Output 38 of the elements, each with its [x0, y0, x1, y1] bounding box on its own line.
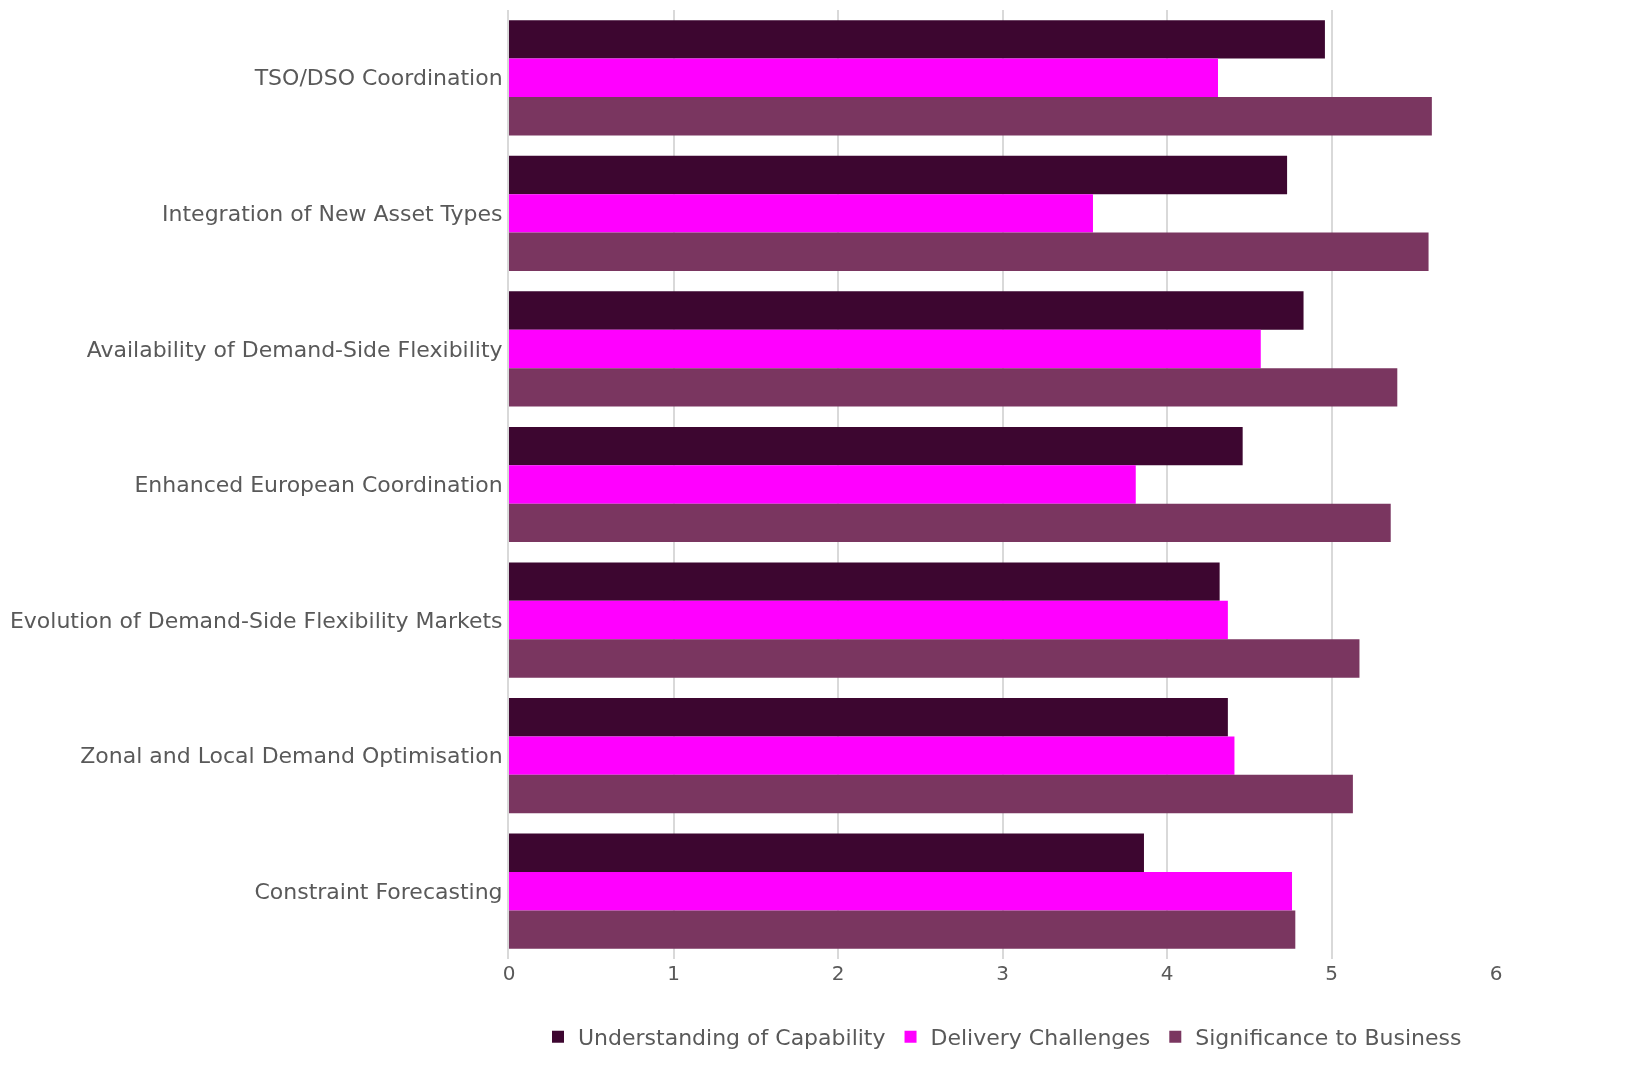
bar: [509, 232, 1429, 271]
y-tick-label: Integration of New Asset Types: [162, 201, 503, 227]
x-tick-label: 6: [1489, 961, 1503, 985]
x-tick-label: 5: [1325, 961, 1338, 985]
y-tick-label: Evolution of Demand-Side Flexibility Markets: [9, 607, 503, 633]
bar: [509, 736, 1235, 775]
bar: [509, 600, 1228, 640]
bar: [509, 426, 1243, 466]
bar: [509, 20, 1325, 59]
bar: [509, 194, 1093, 233]
bar: [509, 562, 1220, 601]
bar: [509, 155, 1288, 195]
bar: [509, 96, 1432, 136]
y-tick-label: Availability of Demand-Side Flexibility: [86, 336, 503, 362]
bar: [509, 910, 1296, 949]
bar: [509, 291, 1304, 330]
bar: [509, 639, 1360, 678]
legend-label: Delivery Challenges: [930, 1025, 1151, 1051]
y-tick-label: Enhanced European Coordination: [134, 472, 503, 498]
y-tick-label: Zonal and Local Demand Optimisation: [80, 743, 503, 769]
bar: [509, 465, 1136, 504]
y-tick-label: Constraint Forecasting: [254, 878, 503, 904]
x-tick-label: 2: [831, 961, 845, 985]
y-tick-label: TSO/DSO Coordination: [253, 65, 503, 91]
bar: [509, 329, 1261, 369]
bar: [509, 774, 1353, 814]
legend-label: Significance to Business: [1195, 1025, 1462, 1051]
x-tick-label: 1: [667, 961, 680, 985]
bar: [509, 368, 1398, 407]
bar: [509, 833, 1144, 873]
x-tick-label: 4: [1160, 961, 1174, 985]
bar: [509, 58, 1218, 97]
bar: [509, 503, 1391, 543]
bar: [509, 698, 1228, 737]
bar: [509, 872, 1293, 911]
x-tick-label: 0: [502, 961, 516, 985]
x-tick-label: 3: [996, 961, 1009, 985]
legend-label: Understanding of Capability: [578, 1025, 886, 1051]
